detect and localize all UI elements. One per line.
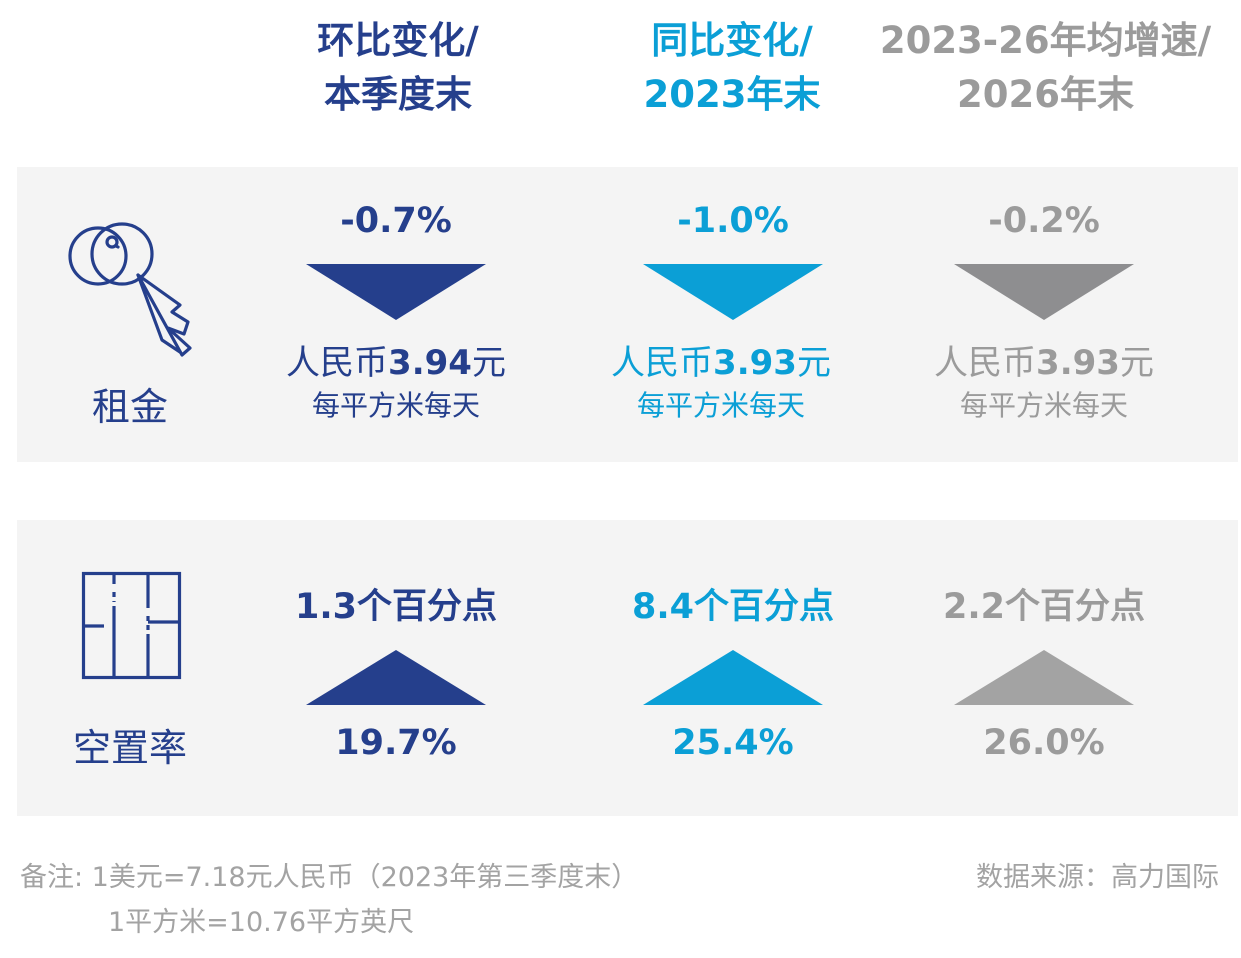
rent-yoy-value: 人民币3.93元 — [561, 335, 881, 384]
rent-cagr-value: 人民币3.93元 — [884, 335, 1204, 384]
floorplan-icon — [81, 571, 182, 680]
header-yoy-line1: 同比变化/ — [651, 19, 813, 62]
header-yoy-line2: 2023年末 — [643, 73, 821, 116]
vacancy-yoy-up-arrow-icon — [643, 650, 823, 705]
vacancy-label: 空置率 — [72, 726, 187, 770]
rent-yoy-currency: 人民币 — [611, 343, 714, 383]
rent-yoy-number: 3.93 — [713, 343, 797, 383]
note-line1: 备注: 1美元=7.18元人民币（2023年第三季度末） — [20, 862, 639, 893]
rent-yoy-unit: 每平方米每天 — [636, 389, 805, 422]
header-qoq-line2: 本季度末 — [324, 73, 472, 116]
rent-qoq-change: -0.7% — [340, 201, 452, 241]
rent-qoq-currency: 人民币 — [286, 343, 389, 383]
rent-cagr-unit: 每平方米每天 — [959, 389, 1128, 422]
vacancy-cagr-change: 2.2个百分点 — [942, 587, 1145, 627]
rent-qoq-number: 3.94 — [388, 343, 472, 383]
header-qoq-line1: 环比变化/ — [317, 19, 479, 62]
rent-qoq-down-arrow-icon — [306, 264, 486, 320]
data-source: 数据来源：高力国际 — [976, 862, 1219, 893]
rent-cagr-number: 3.93 — [1036, 343, 1120, 383]
header-yoy: 同比变化/ 2023年末 — [582, 14, 882, 122]
vacancy-qoq-up-arrow-icon — [306, 650, 486, 705]
note-line2: 1平方米=10.76平方英尺 — [108, 907, 415, 938]
header-cagr: 2023-26年均增速/ 2026年末 — [873, 14, 1218, 122]
rent-cagr-currency: 人民币 — [934, 343, 1037, 383]
rent-cagr-unit-yuan: 元 — [1119, 343, 1154, 383]
rent-yoy-change: -1.0% — [677, 201, 789, 241]
header-qoq: 环比变化/ 本季度末 — [248, 14, 548, 122]
rent-yoy-unit-yuan: 元 — [796, 343, 831, 383]
key-icon — [68, 222, 192, 357]
rent-qoq-unit: 每平方米每天 — [311, 389, 480, 422]
vacancy-cagr-value: 26.0% — [983, 723, 1105, 763]
rent-panel — [17, 167, 1238, 462]
rent-qoq-unit-yuan: 元 — [471, 343, 506, 383]
rent-qoq-value: 人民币3.94元 — [236, 335, 556, 384]
vacancy-yoy-value: 25.4% — [672, 723, 794, 763]
vacancy-yoy-change: 8.4个百分点 — [631, 587, 834, 627]
rent-label: 租金 — [91, 385, 168, 429]
rent-cagr-change: -0.2% — [988, 201, 1100, 241]
rent-yoy-down-arrow-icon — [643, 264, 823, 320]
header-cagr-line2: 2026年末 — [957, 73, 1134, 116]
vacancy-cagr-up-arrow-icon — [954, 650, 1134, 705]
header-cagr-line1: 2023-26年均增速/ — [879, 19, 1212, 62]
vacancy-qoq-change: 1.3个百分点 — [294, 587, 497, 627]
vacancy-qoq-value: 19.7% — [335, 723, 457, 763]
rent-cagr-down-arrow-icon — [954, 264, 1134, 320]
